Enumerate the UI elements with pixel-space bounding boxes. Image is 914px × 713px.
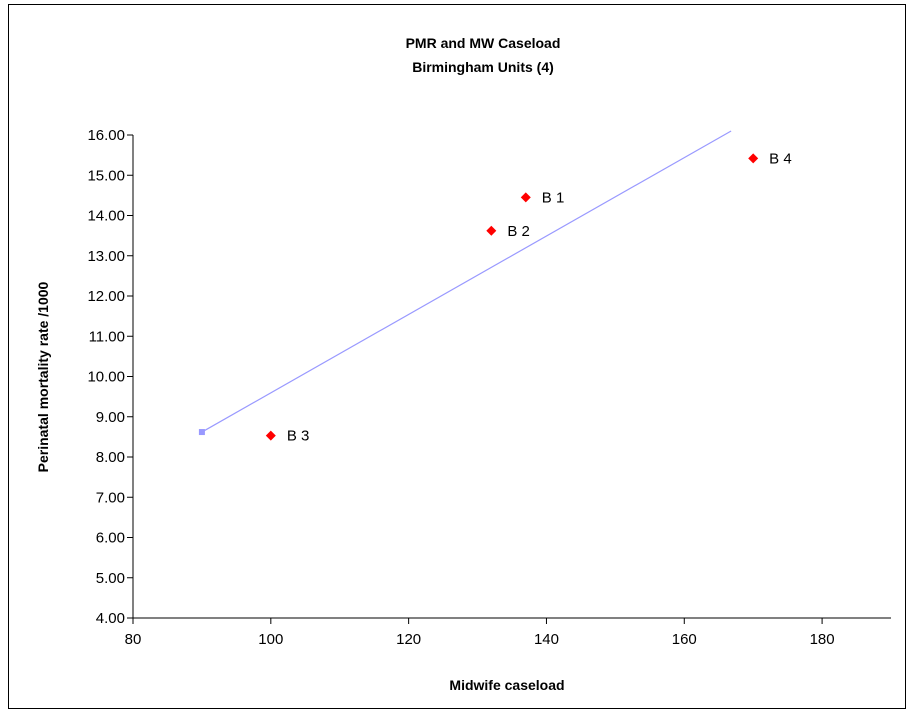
data-label: B 3 xyxy=(287,428,310,445)
trendline-group xyxy=(198,130,732,436)
y-tick-label: 6.00 xyxy=(96,530,125,547)
y-tick-label: 14.00 xyxy=(87,208,125,225)
x-tick-label: 180 xyxy=(810,631,835,648)
data-points: B 1 B 2 B 3 B 4 xyxy=(265,150,792,445)
data-label: B 2 xyxy=(507,223,530,240)
trendline xyxy=(201,130,732,433)
y-tick-label: 10.00 xyxy=(87,369,125,386)
chart-area xyxy=(8,4,906,709)
x-tick-label: 140 xyxy=(534,631,559,648)
data-label: B 4 xyxy=(769,150,792,167)
x-axis: 80 100 120 140 160 180 xyxy=(125,617,891,648)
y-tick-label: 4.00 xyxy=(96,610,125,627)
x-tick-label: 80 xyxy=(125,631,142,648)
y-tick-label: 5.00 xyxy=(96,570,125,587)
chart-subtitle: Birmingham Units (4) xyxy=(412,59,554,75)
data-point xyxy=(520,192,531,203)
chart-title: PMR and MW Caseload xyxy=(406,35,561,51)
trendline-marker xyxy=(198,429,205,436)
y-tick-label: 13.00 xyxy=(87,248,125,265)
data-label: B 1 xyxy=(542,189,565,206)
y-tick-label: 16.00 xyxy=(87,127,125,144)
data-point xyxy=(486,225,497,236)
x-tick-label: 120 xyxy=(396,631,421,648)
y-tick-label: 15.00 xyxy=(87,167,125,184)
y-tick-label: 9.00 xyxy=(96,409,125,426)
y-tick-label: 11.00 xyxy=(89,328,125,345)
y-tick-label: 7.00 xyxy=(96,489,125,506)
y-tick-label: 12.00 xyxy=(87,288,125,305)
data-point xyxy=(265,430,276,441)
y-axis-title: Perinatal mortality rate /1000 xyxy=(35,281,51,472)
x-tick-label: 100 xyxy=(258,631,283,648)
y-tick-label: 8.00 xyxy=(96,449,125,466)
x-tick-label: 160 xyxy=(672,631,697,648)
x-axis-title: Midwife caseload xyxy=(449,677,564,693)
data-point xyxy=(748,153,759,164)
y-axis: 4.00 5.00 6.00 7.00 8.00 9.00 10.00 11.00 12.00 1… xyxy=(87,127,134,627)
